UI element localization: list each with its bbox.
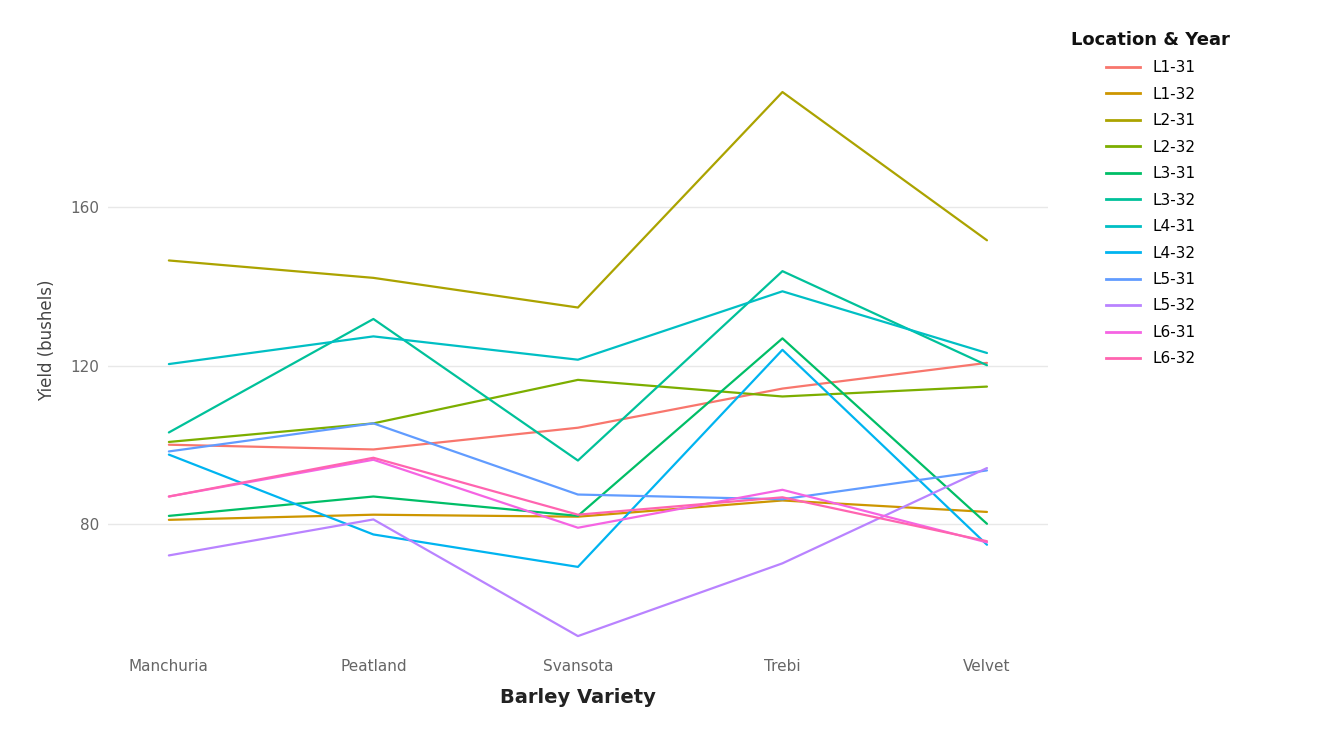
Legend: L1-31, L1-32, L2-31, L2-32, L3-31, L3-32, L4-31, L4-32, L5-31, L5-32, L6-31, L6-: L1-31, L1-32, L2-31, L2-32, L3-31, L3-32…	[1066, 25, 1236, 372]
Y-axis label: Yield (bushels): Yield (bushels)	[38, 279, 56, 401]
X-axis label: Barley Variety: Barley Variety	[500, 687, 656, 706]
